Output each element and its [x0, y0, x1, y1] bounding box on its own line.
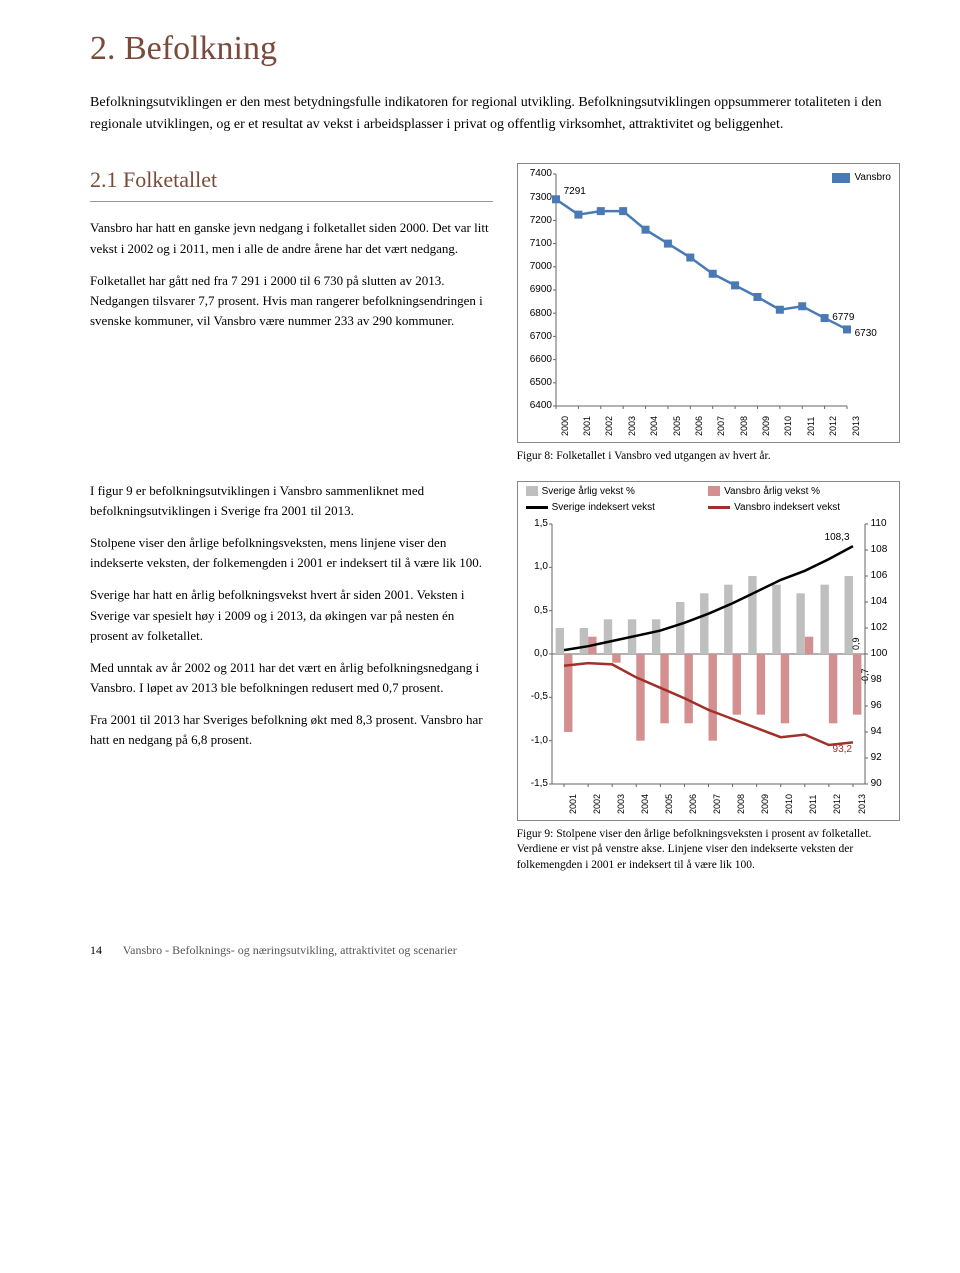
- page-title: 2. Befolkning: [90, 30, 900, 68]
- paragraph-6: Med unntak av år 2002 og 2011 har det væ…: [90, 658, 493, 698]
- left-column-1: 2.1 Folketallet Vansbro har hatt en gans…: [90, 163, 493, 465]
- paragraph-7: Fra 2001 til 2013 har Sveriges befolknin…: [90, 710, 493, 750]
- subheading: 2.1 Folketallet: [90, 163, 493, 202]
- chart1-caption: Figur 8: Folketallet i Vansbro ved utgan…: [517, 449, 900, 465]
- page-number: 14: [90, 943, 102, 957]
- paragraph-5: Sverige har hatt en årlig befolkningsvek…: [90, 585, 493, 645]
- chart2-caption: Figur 9: Stolpene viser den årlige befol…: [517, 827, 900, 874]
- chart-folketall: 6400650066006700680069007000710072007300…: [517, 163, 900, 443]
- paragraph-1: Vansbro har hatt en ganske jevn nedgang …: [90, 218, 493, 258]
- footer-text: Vansbro - Befolknings- og næringsutvikli…: [123, 943, 457, 957]
- paragraph-2: Folketallet har gått ned fra 7 291 i 200…: [90, 271, 493, 331]
- paragraph-3: I figur 9 er befolkningsutviklingen i Va…: [90, 481, 493, 521]
- page-footer: 14 Vansbro - Befolknings- og næringsutvi…: [90, 943, 900, 958]
- intro-paragraph: Befolkningsutviklingen er den mest betyd…: [90, 92, 900, 135]
- left-column-2: I figur 9 er befolkningsutviklingen i Va…: [90, 481, 493, 874]
- paragraph-4: Stolpene viser den årlige befolkningsvek…: [90, 533, 493, 573]
- chart-vekst: -1,5-1,0-0,50,00,51,01,59092949698100102…: [517, 481, 900, 821]
